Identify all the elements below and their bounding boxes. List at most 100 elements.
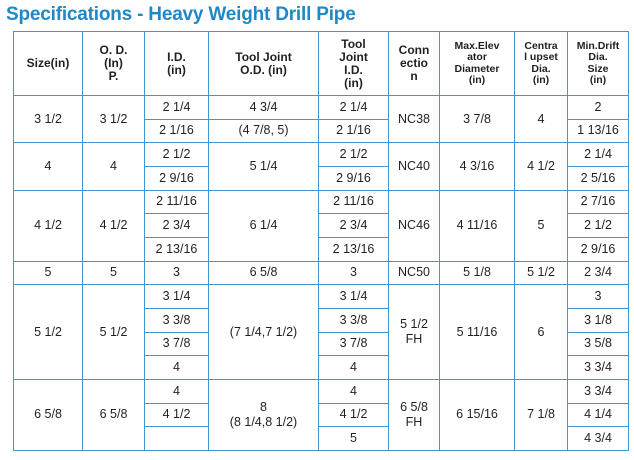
tool-joint-od-cell: (4 7/8, 5): [208, 118, 319, 144]
id-cell: 2 3/4: [144, 213, 209, 238]
min-drift-cell-text: 2 1/2: [584, 218, 612, 233]
table-row: 5 4 3/4: [14, 426, 629, 451]
id-cell-text: 2 1/2: [162, 147, 191, 162]
central-upset-cell: 7 1/8: [514, 378, 568, 451]
central-upset-cell-text: 4: [537, 111, 545, 126]
tool-joint-id-cell: 3: [318, 260, 389, 286]
table-row: 4 4 2 1/2 5 1/4 2 1/2 NC40 4 3/16 4 1/2 2 1/4: [13, 142, 629, 191]
min-drift-cell-text: 2 3/4: [584, 265, 612, 280]
header-text: Centra: [524, 39, 558, 52]
header-text: l upset: [524, 51, 558, 63]
min-drift-cell-text: 2 7/16: [580, 194, 616, 209]
tool-joint-id-cell-text: 4 1/2: [339, 407, 368, 422]
central-upset-cell: 5 1/2: [514, 260, 568, 286]
table-row: 3 7/8 3 7/8 3 5/8: [14, 331, 629, 357]
min-drift-cell-text: 2: [594, 99, 602, 114]
table-row: 5 5 3 6 5/8 3 NC50 5 1/8 5 1/2 2 3/4: [13, 260, 629, 286]
max-elevator-cell: 3 7/8: [439, 94, 515, 144]
min-drift-cell-text: 1 13/16: [577, 123, 619, 138]
id-cell-text: 2 13/16: [155, 241, 198, 256]
max-elevator-cell-text: 4 3/16: [459, 158, 495, 173]
header-min-drift: Min.Drift Dia. Size (in): [567, 31, 629, 96]
id-cell: 4 1/2: [144, 402, 209, 428]
tool-joint-od-cell-text: 6 5/8: [249, 265, 278, 280]
od-cell: 4 1/2: [82, 189, 145, 262]
id-cell: 2 1/4: [144, 95, 209, 120]
min-drift-cell: 4 3/4: [567, 426, 629, 451]
header-size: Size(in): [13, 31, 83, 96]
tool-joint-od-cell-text: 5 1/4: [249, 158, 278, 173]
max-elevator-cell: 5 11/16: [439, 284, 515, 380]
tool-joint-id-cell: 4: [318, 378, 389, 404]
size-cell-text: 5: [44, 265, 52, 280]
specifications-table: Size(in) O. D. (In) P. I.D. (in) Tool Joint O.D…: [13, 31, 629, 451]
header-od: O. D. (In) P.: [82, 31, 145, 96]
od-cell-text: 5 1/2: [99, 324, 128, 339]
od-cell: 4: [82, 142, 145, 191]
header-text: (in): [532, 74, 550, 86]
min-drift-cell-text: 4 1/4: [584, 407, 612, 422]
min-drift-cell: 2: [567, 95, 629, 120]
min-drift-cell: 2 9/16: [567, 236, 629, 262]
connection-cell-text: 6 5/8: [400, 399, 428, 414]
central-upset-cell: 4 1/2: [514, 142, 568, 191]
id-cell-text: 4: [173, 383, 180, 398]
central-upset-cell: 6: [514, 284, 568, 380]
id-cell: 2 1/16: [144, 118, 209, 144]
min-drift-cell-text: 3 3/4: [584, 383, 612, 398]
tool-joint-id-cell: 4: [318, 355, 389, 380]
tool-joint-od-cell: 4 3/4: [208, 95, 319, 120]
min-drift-cell-text: 3: [594, 289, 602, 304]
page-title: Specifications - Heavy Weight Drill Pipe: [6, 4, 356, 25]
tool-joint-id-cell: 2 1/16: [318, 118, 389, 144]
header-text: O. D.: [99, 43, 128, 57]
tool-joint-id-cell: 2 13/16: [318, 236, 389, 262]
tool-joint-od-cell-text: 6 1/4: [249, 218, 278, 233]
central-upset-cell-text: 7 1/8: [527, 407, 555, 422]
id-cell-text: 3 7/8: [162, 336, 191, 351]
tool-joint-od-cell: 8 (8 1/4,8 1/2): [208, 378, 319, 451]
tool-joint-id-cell-text: 4: [350, 360, 357, 375]
id-cell-text: 2 3/4: [162, 218, 191, 233]
min-drift-cell: 2 3/4: [567, 260, 629, 286]
tool-joint-id-cell: 2 3/4: [318, 213, 389, 238]
header-text: ator: [467, 51, 487, 63]
min-drift-cell-text: 3 1/8: [584, 312, 612, 327]
header-text: (in): [344, 75, 363, 90]
header-text: Size(in): [26, 56, 70, 70]
tool-joint-id-cell-text: 3 1/4: [339, 289, 368, 304]
tool-joint-od-cell-text: (7 1/4,7 1/2): [229, 324, 298, 339]
connection-cell-text: NC40: [398, 158, 430, 173]
min-drift-cell: 3 3/4: [567, 378, 629, 404]
id-cell-text: 3: [173, 265, 180, 280]
id-cell-text: 3 3/8: [162, 312, 191, 327]
tool-joint-id-cell: 2 9/16: [318, 165, 389, 191]
central-upset-cell-text: 5 1/2: [527, 265, 555, 280]
central-upset-cell-text: 5: [537, 218, 545, 233]
header-text: Tool Joint: [235, 49, 292, 64]
size-cell-text: 3 1/2: [34, 111, 62, 126]
tool-joint-od-cell-text: 4 3/4: [249, 99, 278, 114]
central-upset-cell: 4: [514, 94, 568, 144]
central-upset-cell-text: 6: [537, 324, 545, 339]
connection-cell-text: NC50: [398, 265, 430, 280]
size-cell: 4 1/2: [13, 189, 83, 262]
connection-cell: NC40: [388, 142, 440, 191]
central-upset-cell-text: 4 1/2: [527, 158, 555, 173]
min-drift-cell: 3 3/4: [567, 355, 629, 380]
header-text: O.D. (in): [240, 62, 287, 77]
tool-joint-od-cell: 6 1/4: [208, 189, 319, 262]
id-cell: 2 9/16: [144, 165, 209, 191]
id-cell-text: 4: [173, 360, 180, 375]
table-row: 3 1/2 3 1/2 2 1/4 4 3/4 2 1/4 NC38 3 7/8 4 2: [13, 94, 629, 144]
id-cell-text: 3 1/4: [162, 289, 191, 304]
min-drift-cell: 4 1/4: [567, 402, 629, 428]
header-text: ectio: [399, 56, 428, 70]
header-tj-od: Tool Joint O.D. (in): [208, 31, 319, 96]
od-cell-text: 6 5/8: [99, 407, 128, 422]
min-drift-cell: 3 1/8: [567, 307, 629, 333]
tool-joint-od-cell-text: (8 1/4,8 1/2): [229, 414, 298, 429]
min-drift-cell: 3 5/8: [567, 331, 629, 357]
tool-joint-od-cell-text: (4 7/8, 5): [238, 123, 289, 138]
min-drift-cell: 2 7/16: [567, 189, 629, 215]
